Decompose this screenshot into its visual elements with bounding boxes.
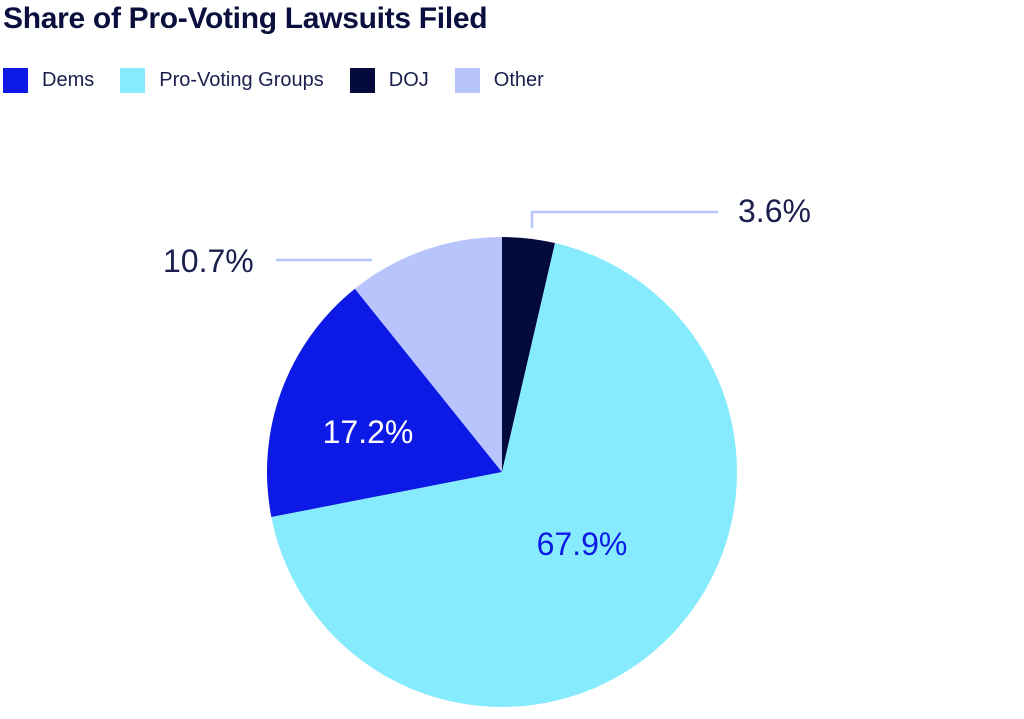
legend-label-doj: DOJ [388,69,429,91]
legend-swatch-other [454,68,480,93]
legend-item-dems: Dems [3,68,94,93]
slice-label-dems: 17.2% [323,414,414,450]
legend-swatch-doj [349,68,375,93]
legend-item-other: Other [454,68,544,93]
legend-label-other: Other [493,69,544,91]
slice-label-doj: 3.6% [738,193,811,229]
legend-label-dems: Dems [42,69,95,91]
chart-title: Share of Pro-Voting Lawsuits Filed [3,2,488,35]
legend: Dems Pro-Voting Groups DOJ Other [3,68,570,93]
slice-labels: 3.6% 67.9% 17.2% 10.7% [163,193,811,562]
pie-slices [266,237,737,707]
slice-label-pro-voting-groups: 67.9% [537,526,628,562]
legend-swatch-pro-voting-groups [120,68,146,93]
legend-swatch-dems [3,68,28,93]
callout-line-doj [530,210,718,228]
pie-slice-dems [266,288,502,518]
slice-label-other: 10.7% [163,243,254,279]
legend-item-pro-voting-groups: Pro-Voting Groups [120,68,324,93]
pie-slice-other [354,237,502,472]
pie-slice-doj [502,237,556,472]
legend-item-doj: DOJ [349,68,429,93]
callout-lines [276,210,718,262]
pie-slice-pro-voting-groups [271,243,737,707]
legend-label-pro-voting-groups: Pro-Voting Groups [159,69,324,91]
